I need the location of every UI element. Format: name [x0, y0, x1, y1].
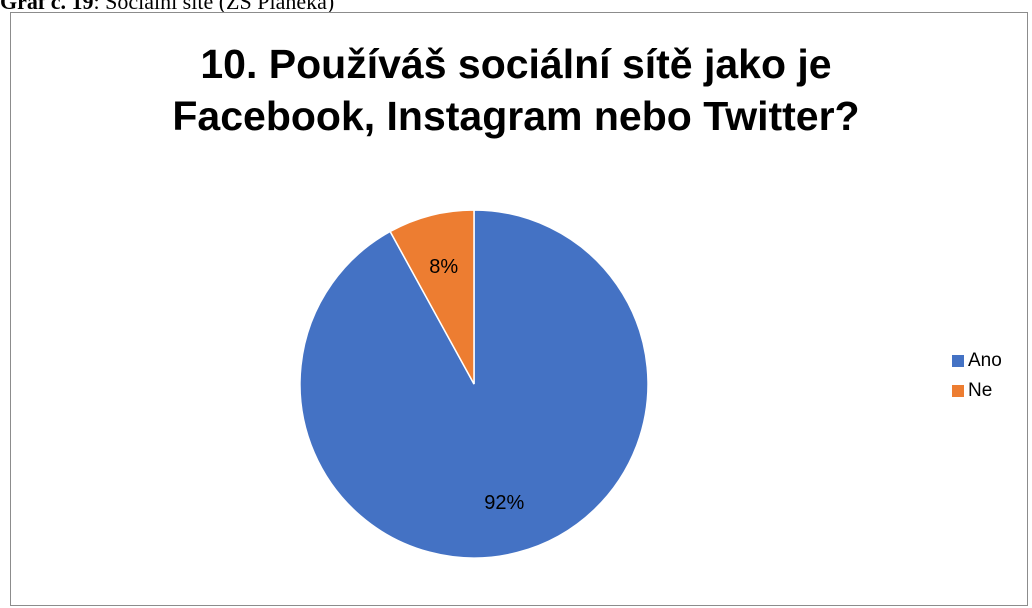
legend-item-ano: Ano: [952, 346, 1002, 376]
chart-title-line-2: Facebook, Instagram nebo Twitter?: [172, 93, 860, 139]
legend-label-ne: Ne: [968, 380, 993, 401]
caption-text: : Sociální sítě (ZŠ Plaňeka): [93, 0, 335, 14]
legend-swatch-ano: [952, 355, 964, 367]
legend-item-ne: Ne: [952, 376, 1002, 406]
chart-title: 10. Používáš sociální sítě jako je Faceb…: [0, 38, 1032, 142]
legend-label-ano: Ano: [968, 350, 1002, 371]
data-label-ano: 92%: [484, 492, 524, 514]
caption-number: Graf č. 19: [0, 0, 94, 14]
figure-caption: Graf č. 19: Sociální sítě (ZŠ Plaňeka): [0, 0, 334, 15]
legend-swatch-ne: [952, 385, 964, 397]
pie-slice-ne: [389, 209, 475, 385]
chart-title-line-1: 10. Používáš sociální sítě jako je: [200, 41, 832, 87]
legend: Ano Ne: [952, 346, 1002, 406]
data-label-ne: 8%: [429, 256, 458, 278]
